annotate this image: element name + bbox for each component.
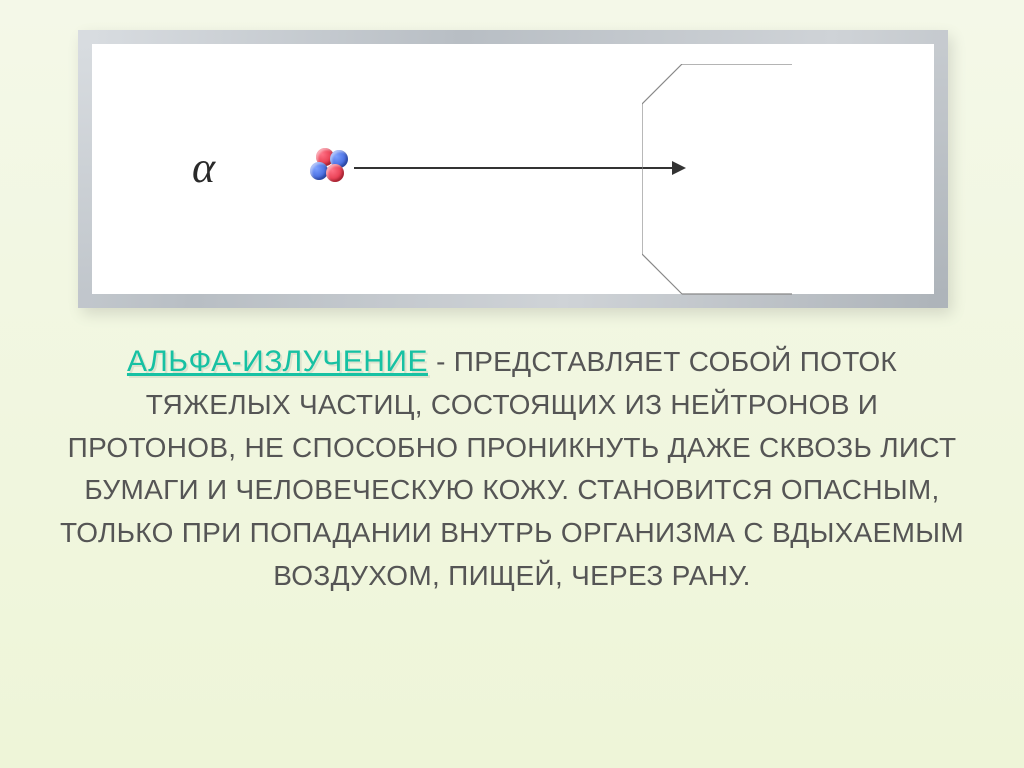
diagram-frame: α [78, 30, 948, 308]
alpha-symbol: α [192, 142, 215, 193]
description-text: Альфа-излучение - представляет собой пот… [60, 340, 964, 597]
arrow-line [354, 167, 674, 169]
alpha-particle [310, 148, 350, 188]
barrier-sheet [642, 64, 802, 296]
nucleon [326, 164, 344, 182]
body-text: - представляет собой поток тяжелых части… [60, 346, 964, 591]
alpha-diagram: α [92, 44, 934, 294]
title-word: Альфа-излучение [127, 345, 428, 378]
